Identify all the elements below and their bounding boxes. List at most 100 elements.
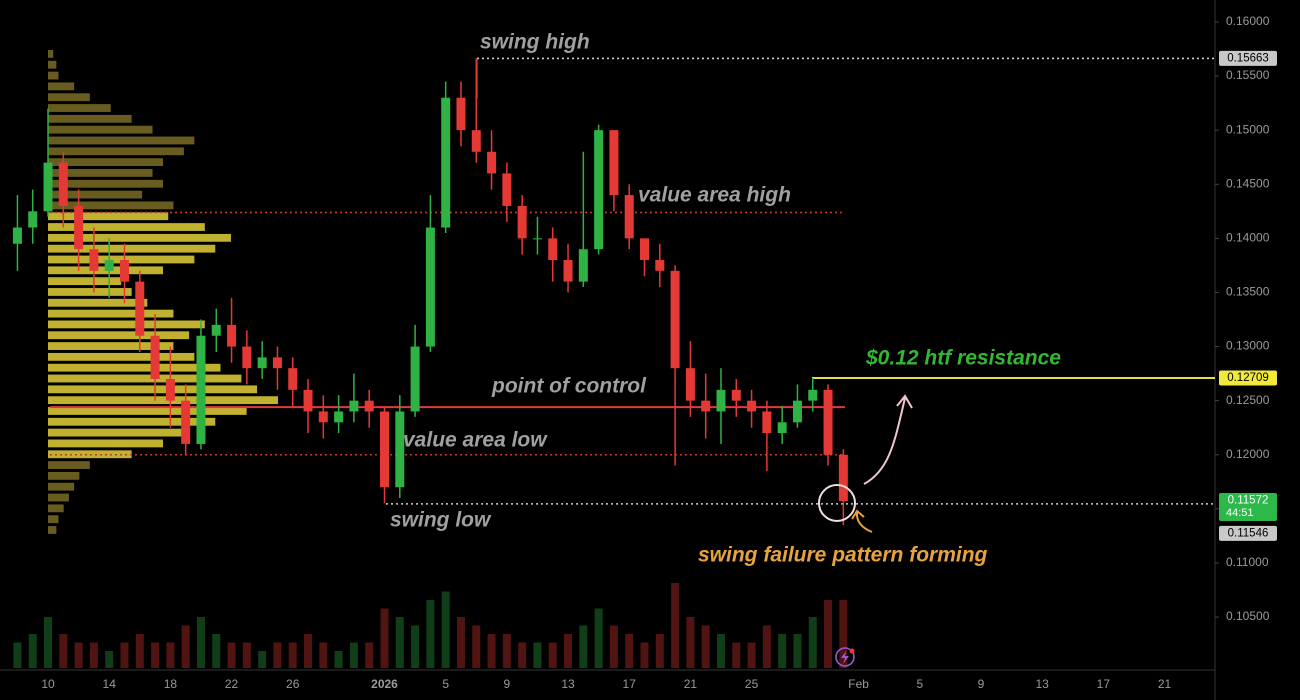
y-tick-label: 0.14000	[1226, 231, 1270, 245]
pointer-arrow	[851, 509, 873, 533]
candle-body	[12, 227, 22, 244]
profile-bar	[48, 461, 90, 469]
price-badge	[1219, 370, 1277, 386]
profile-bar	[48, 244, 216, 253]
volume-bar	[640, 642, 649, 668]
profile-bar	[48, 169, 153, 177]
volume-bar	[426, 600, 435, 668]
profile-bar	[48, 190, 143, 199]
volume-bar	[579, 625, 588, 668]
price-badge	[1219, 525, 1277, 541]
level-label: swing high	[480, 31, 590, 54]
volume-bar	[258, 651, 267, 668]
x-tick-label: 21	[1158, 677, 1172, 691]
volume-bar	[456, 617, 465, 668]
profile-bar	[48, 331, 190, 340]
volume-bar	[380, 608, 389, 668]
candle-body	[58, 162, 68, 206]
volume-bar	[762, 625, 771, 668]
volume-bars	[13, 583, 848, 668]
volume-bar	[105, 651, 114, 668]
level-label: value area low	[403, 429, 548, 452]
candle-body	[28, 211, 38, 228]
alert-icon	[835, 647, 855, 667]
x-tick-label: 9	[504, 677, 511, 691]
volume-bar	[671, 583, 680, 668]
candle-body	[196, 335, 206, 444]
level-label: point of control	[491, 375, 647, 398]
level-label: $0.12 htf resistance	[865, 347, 1061, 370]
profile-bar	[48, 114, 132, 123]
y-tick-label: 0.13500	[1226, 285, 1270, 299]
profile-bar	[48, 428, 184, 437]
candle-body	[487, 151, 497, 174]
volume-bar	[564, 634, 573, 668]
volume-bar	[227, 642, 236, 668]
profile-bar	[48, 288, 132, 296]
level-label: swing low	[390, 509, 492, 532]
candles	[12, 58, 848, 526]
volume-bar	[89, 642, 98, 668]
up-arrow	[863, 394, 913, 485]
candle-body	[119, 259, 129, 282]
candle-body	[242, 346, 252, 369]
profile-bar	[48, 93, 90, 102]
y-tick-label: 0.10500	[1226, 609, 1270, 623]
volume-bar	[44, 617, 53, 668]
profile-bar	[48, 125, 153, 134]
price-badge-label: 0.11546	[1228, 527, 1269, 539]
profile-bar	[48, 298, 148, 307]
profile-bar	[48, 407, 247, 415]
candle-body	[349, 400, 359, 412]
candle-body	[272, 357, 282, 369]
volume-bar	[793, 634, 802, 668]
candle-body	[380, 411, 390, 488]
x-tick-label: 9	[978, 677, 985, 691]
profile-bar	[48, 82, 75, 91]
volume-bar	[135, 634, 144, 668]
alert-bolt	[841, 651, 849, 664]
candle-body	[624, 195, 634, 239]
candle-body	[150, 335, 160, 380]
profile-bar	[48, 158, 163, 167]
candle-body	[792, 400, 802, 423]
profile-bar	[48, 450, 132, 459]
candle-body	[762, 411, 772, 434]
levels: value area high point of control value are…	[50, 31, 1215, 532]
volume-bar	[502, 634, 511, 668]
x-tick-label: 17	[1097, 677, 1111, 691]
x-tick-label: 13	[1035, 677, 1049, 691]
candle-body	[89, 249, 99, 271]
volume-bar	[365, 642, 374, 668]
volume-bar	[181, 625, 190, 668]
price-badge-label: 0.11572	[1228, 495, 1269, 507]
x-tick-label: 10	[41, 677, 55, 691]
profile-bar	[48, 482, 75, 491]
candle-body	[43, 162, 53, 212]
candle-body	[318, 411, 328, 423]
volume-bar	[778, 634, 787, 668]
candle-body	[456, 97, 466, 131]
candle-body	[334, 411, 344, 423]
volume-bar	[625, 634, 634, 668]
volume-bar	[441, 591, 450, 668]
candle-body	[135, 281, 145, 336]
volume-bar	[701, 625, 710, 668]
profile-bar	[48, 374, 242, 383]
candle-body	[609, 130, 619, 196]
price-badge-label: 0.15663	[1227, 52, 1269, 64]
candle-body	[823, 389, 833, 455]
profile-bar	[48, 104, 111, 112]
x-tick-label: 5	[916, 677, 923, 691]
candle-body	[165, 379, 175, 401]
profile-bar	[48, 233, 231, 242]
volume-bar	[747, 642, 756, 668]
candle-body	[838, 454, 848, 502]
volume-bar	[304, 634, 313, 668]
profile-bar	[48, 223, 205, 231]
profile-bar	[48, 396, 278, 405]
candle-body	[731, 389, 741, 401]
candle-body	[548, 238, 558, 260]
candle-body	[471, 130, 481, 152]
